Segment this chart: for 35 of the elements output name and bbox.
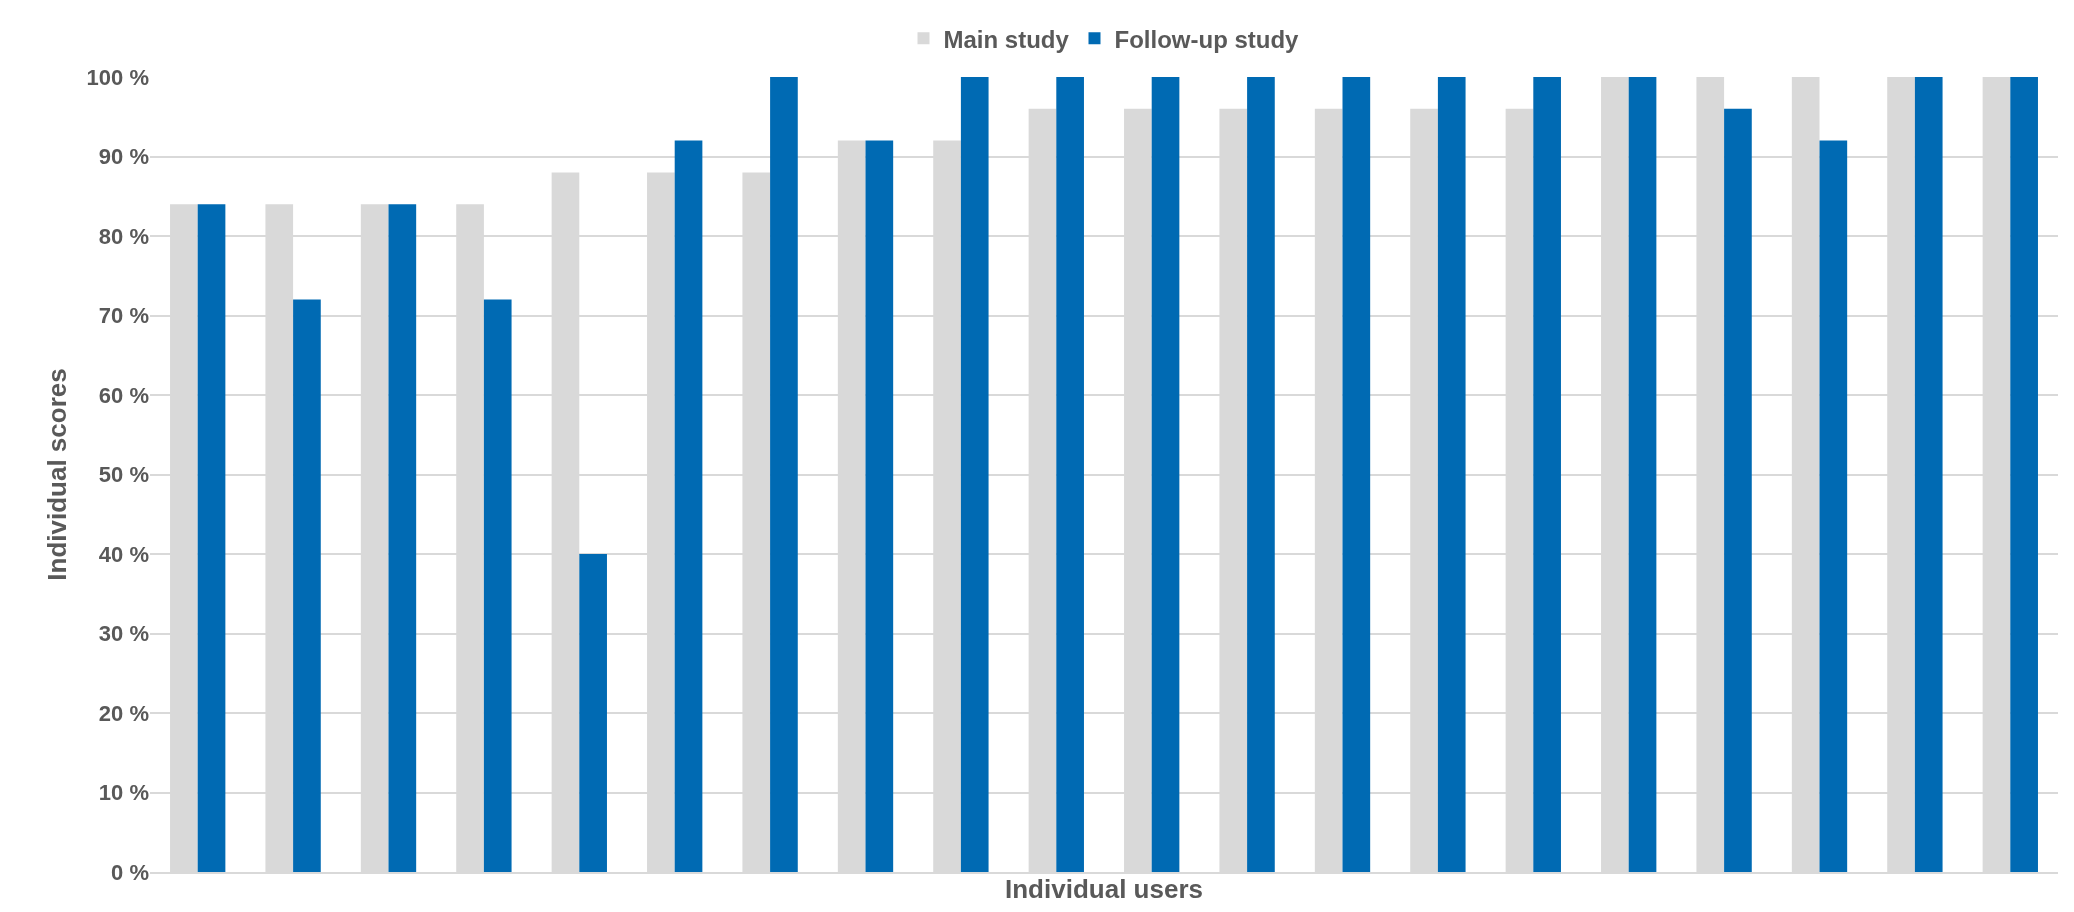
y-tick-label: 90 % xyxy=(98,144,149,170)
y-tick-label: 70 % xyxy=(98,303,149,329)
bar xyxy=(483,299,512,872)
y-tick-label: 40 % xyxy=(98,541,149,567)
legend-label: Main study xyxy=(943,25,1070,53)
bar xyxy=(1724,108,1752,872)
x-axis-title: Individual users xyxy=(1005,873,1203,904)
bar xyxy=(1056,77,1084,872)
y-tick-label: 100 % xyxy=(86,64,149,90)
bar xyxy=(1628,77,1657,872)
legend-label: Follow-up study xyxy=(1114,25,1300,53)
y-tick-label: 20 % xyxy=(98,700,149,726)
y-tick-label: 0 % xyxy=(111,859,149,885)
bar xyxy=(865,140,894,872)
y-tick-label: 60 % xyxy=(98,382,149,408)
y-tick-label: 30 % xyxy=(98,621,149,647)
bar xyxy=(1437,77,1466,872)
bar xyxy=(293,299,321,872)
y-axis-title: Individual scores xyxy=(42,368,73,581)
bar xyxy=(1247,77,1275,872)
bar xyxy=(1151,77,1180,872)
bar xyxy=(579,554,607,872)
bar xyxy=(1342,77,1371,872)
bar xyxy=(197,204,226,872)
y-tick-label: 10 % xyxy=(98,780,149,806)
y-tick-label: 80 % xyxy=(98,223,149,249)
bar xyxy=(388,204,417,872)
bar xyxy=(770,77,798,872)
bar xyxy=(674,140,703,872)
y-tick-label: 50 % xyxy=(98,462,149,488)
bar xyxy=(960,77,989,872)
bar xyxy=(2010,77,2038,872)
bar xyxy=(1819,140,1848,872)
bar xyxy=(1533,77,1561,872)
bar xyxy=(1914,77,1943,872)
